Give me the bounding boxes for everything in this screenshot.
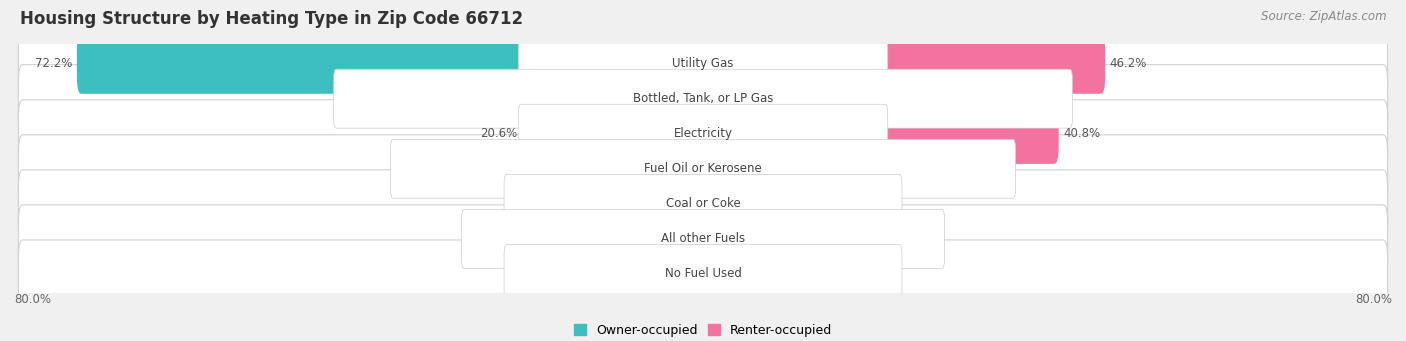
FancyBboxPatch shape (699, 104, 1059, 164)
Text: 0.0%: 0.0% (596, 162, 626, 175)
FancyBboxPatch shape (18, 30, 1388, 98)
FancyBboxPatch shape (18, 65, 1388, 133)
Text: 80.0%: 80.0% (14, 293, 51, 306)
FancyBboxPatch shape (699, 209, 716, 269)
Text: Electricity: Electricity (673, 127, 733, 140)
FancyBboxPatch shape (461, 209, 945, 268)
Text: 0.0%: 0.0% (780, 267, 810, 281)
FancyBboxPatch shape (505, 244, 901, 303)
Text: Fuel Oil or Kerosene: Fuel Oil or Kerosene (644, 162, 762, 175)
Text: 80.0%: 80.0% (1355, 293, 1392, 306)
Legend: Owner-occupied, Renter-occupied: Owner-occupied, Renter-occupied (568, 319, 838, 341)
Text: 5.8%: 5.8% (614, 92, 644, 105)
Text: Bottled, Tank, or LP Gas: Bottled, Tank, or LP Gas (633, 92, 773, 105)
FancyBboxPatch shape (699, 244, 776, 304)
FancyBboxPatch shape (522, 104, 707, 164)
FancyBboxPatch shape (18, 205, 1388, 273)
Text: Utility Gas: Utility Gas (672, 57, 734, 70)
Text: 0.0%: 0.0% (780, 197, 810, 210)
Text: No Fuel Used: No Fuel Used (665, 267, 741, 281)
FancyBboxPatch shape (648, 69, 707, 129)
Text: 1.5%: 1.5% (652, 233, 682, 246)
FancyBboxPatch shape (391, 139, 1015, 198)
FancyBboxPatch shape (18, 170, 1388, 238)
Text: 0.0%: 0.0% (596, 197, 626, 210)
FancyBboxPatch shape (18, 240, 1388, 308)
Text: 12.0%: 12.0% (815, 92, 852, 105)
FancyBboxPatch shape (686, 209, 707, 269)
FancyBboxPatch shape (18, 100, 1388, 168)
Text: Coal or Coke: Coal or Coke (665, 197, 741, 210)
FancyBboxPatch shape (519, 104, 887, 163)
FancyBboxPatch shape (18, 135, 1388, 203)
Text: Housing Structure by Heating Type in Zip Code 66712: Housing Structure by Heating Type in Zip… (20, 10, 523, 28)
FancyBboxPatch shape (630, 174, 707, 234)
Text: 72.2%: 72.2% (35, 57, 73, 70)
FancyBboxPatch shape (630, 139, 707, 199)
Text: All other Fuels: All other Fuels (661, 233, 745, 246)
FancyBboxPatch shape (699, 33, 1105, 94)
Text: 46.2%: 46.2% (1109, 57, 1147, 70)
FancyBboxPatch shape (519, 34, 887, 93)
FancyBboxPatch shape (333, 69, 1073, 128)
Text: 0.0%: 0.0% (596, 267, 626, 281)
FancyBboxPatch shape (699, 139, 776, 199)
FancyBboxPatch shape (699, 69, 811, 129)
Text: Source: ZipAtlas.com: Source: ZipAtlas.com (1261, 10, 1386, 23)
Text: 0.95%: 0.95% (720, 233, 756, 246)
FancyBboxPatch shape (699, 174, 776, 234)
FancyBboxPatch shape (77, 33, 707, 94)
Text: 20.6%: 20.6% (479, 127, 517, 140)
Text: 40.8%: 40.8% (1063, 127, 1099, 140)
Text: 0.0%: 0.0% (780, 162, 810, 175)
FancyBboxPatch shape (505, 174, 901, 233)
FancyBboxPatch shape (630, 244, 707, 304)
